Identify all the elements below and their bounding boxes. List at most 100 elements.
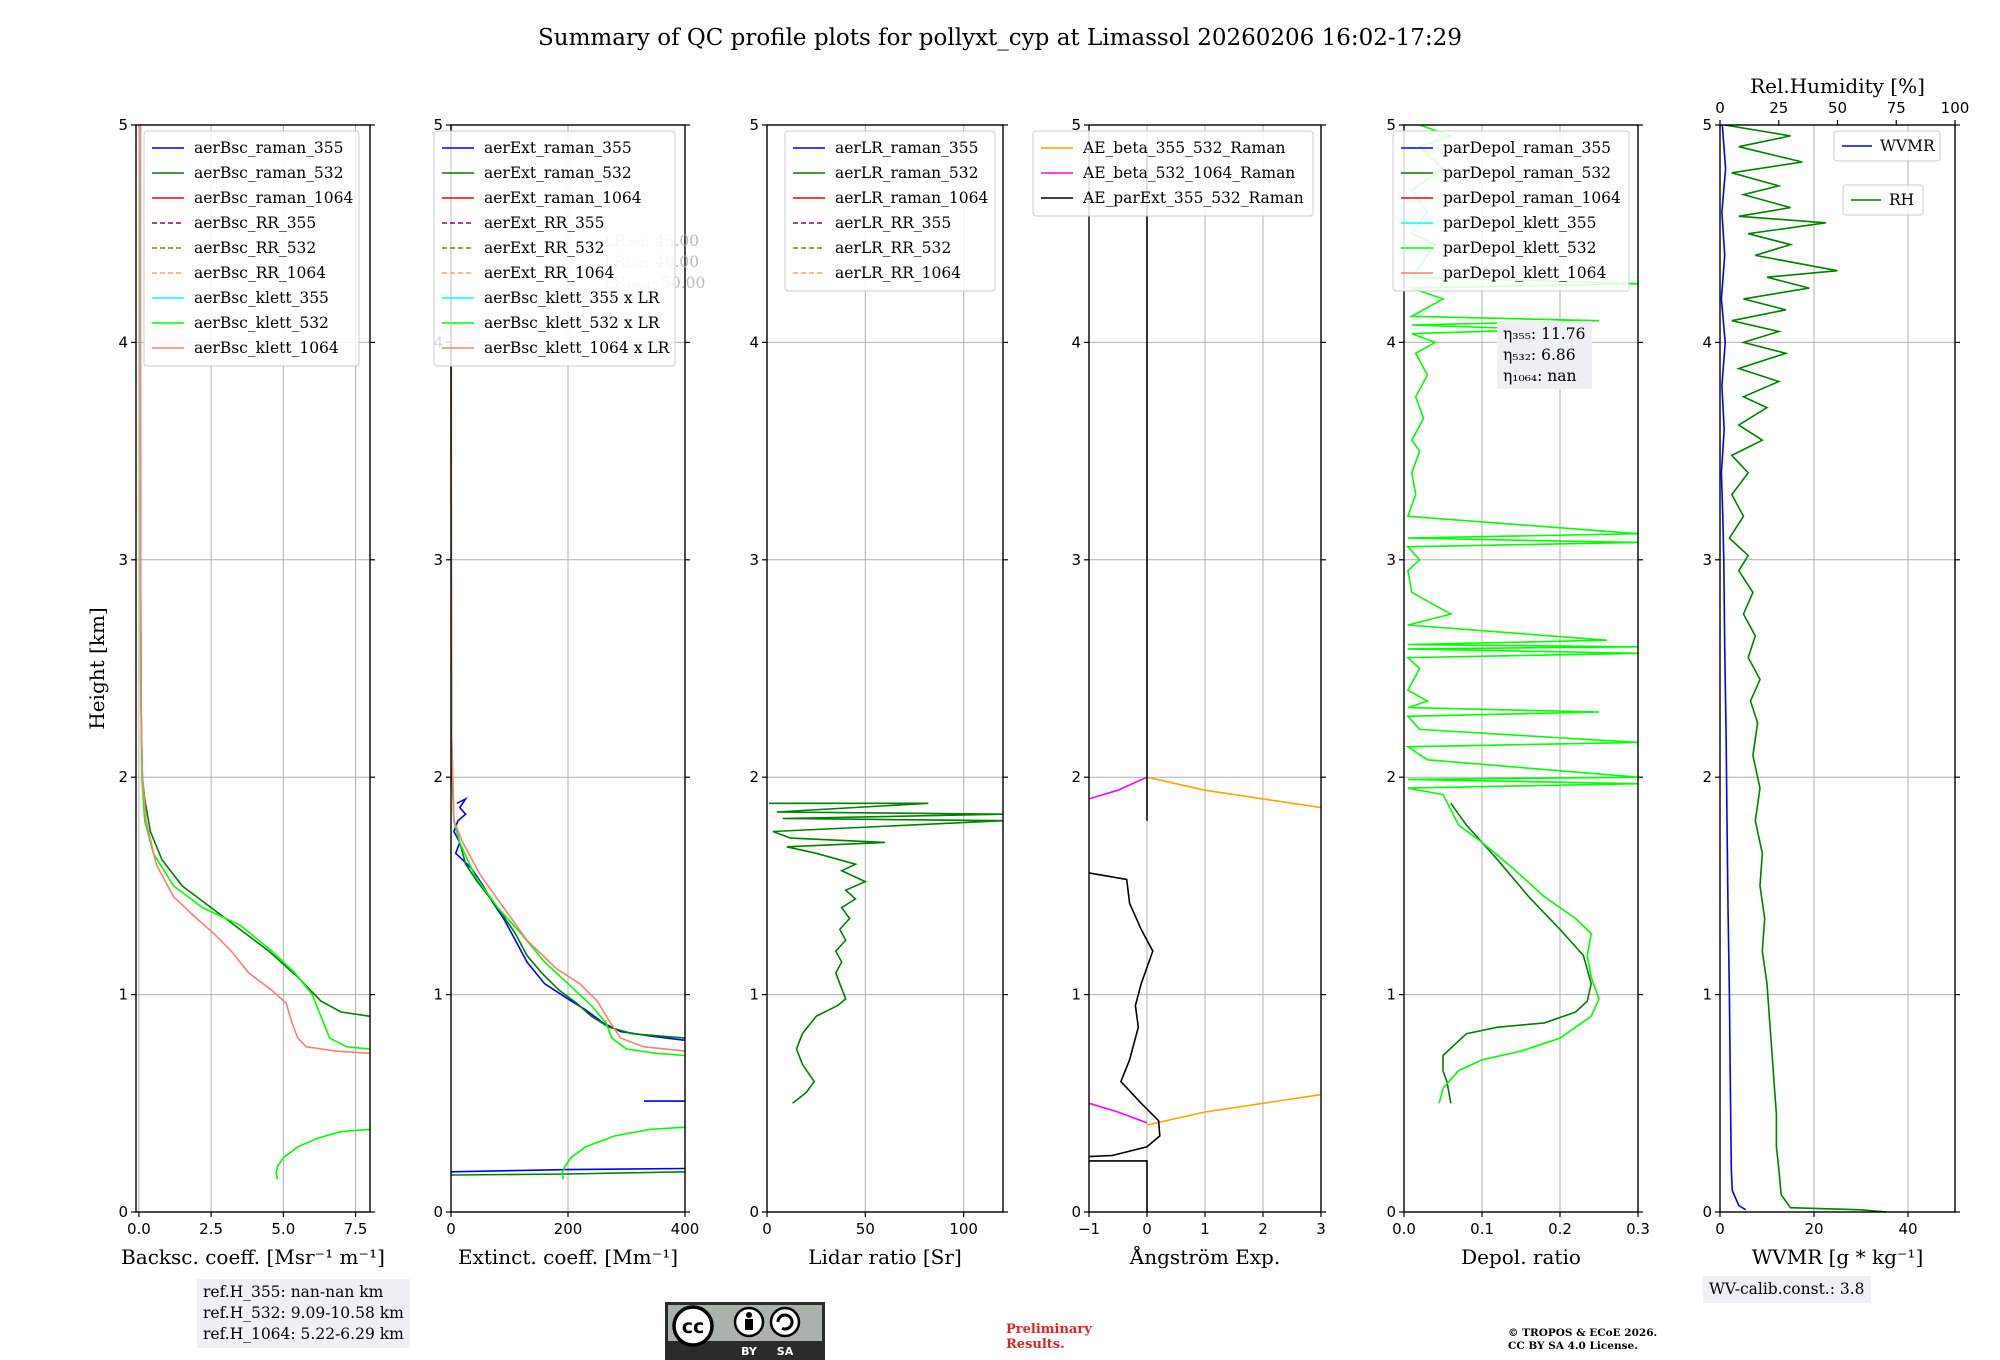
series-line-aerExt_raman_532 [451, 777, 686, 1039]
y-tick-label: 5 [1386, 116, 1396, 134]
legend-box [433, 130, 676, 367]
x-tick-label: 0.0 [1392, 1220, 1416, 1238]
legend-label: aerExt_RR_1064 [484, 264, 615, 282]
annotation-text: η₅₃₂: 6.86 [1503, 346, 1576, 364]
y-tick-label: 1 [433, 986, 443, 1004]
series-line-aerExt_raman_355 [453, 796, 686, 1042]
y-tick-label: 0 [749, 1203, 759, 1221]
legend-label: aerLR_raman_532 [835, 164, 978, 182]
copyright-line-2: CC BY SA 4.0 License. [1508, 1340, 1638, 1352]
x-top-tick-label: 75 [1887, 99, 1906, 117]
x-tick-label: 100 [949, 1220, 978, 1238]
series-line-RH [1724, 124, 1887, 1213]
legend-label: aerLR_RR_532 [835, 239, 951, 257]
series-line-WVMR [1720, 124, 1747, 1211]
preliminary-line-1: Preliminary [1006, 1322, 1092, 1337]
y-tick-label: 5 [1702, 116, 1712, 134]
ref-height-355: ref.H_355: nan-nan km [203, 1283, 384, 1301]
y-tick-label: 4 [749, 333, 759, 351]
panels: 0 1 2 3 4 5 0.0 2.5 5.0 7.5 Backsc. coeff. [Msr⁻¹ … [85, 74, 1969, 1269]
legend-label: AE_parExt_355_532_Raman [1082, 189, 1304, 207]
y-tick-label: 2 [749, 768, 759, 786]
legend-label: parDepol_klett_355 [1443, 214, 1596, 232]
series-line-AE_beta_355_532_Raman [1146, 776, 1322, 809]
series-line-extra-4 [1088, 1102, 1148, 1124]
y-tick-label: 5 [749, 116, 759, 134]
y-tick-label: 3 [1702, 551, 1712, 569]
y-tick-label: 1 [118, 986, 128, 1004]
series-line-extra-9 [275, 1128, 371, 1180]
x-tick-label: 2.5 [199, 1220, 223, 1238]
share-alike-icon [769, 1306, 801, 1338]
y-tick-label: 3 [433, 551, 443, 569]
y-tick-label: 2 [433, 768, 443, 786]
x-top-tick-label: 0 [1715, 99, 1725, 117]
y-tick-label: 4 [1071, 333, 1081, 351]
y-axis-label: Height [km] [85, 607, 109, 729]
y-tick-label: 3 [749, 551, 759, 569]
copyright-note: © TROPOS & ECoE 2026. CC BY SA 4.0 Licen… [1508, 1327, 1657, 1353]
series-line-extra-10 [450, 1171, 686, 1176]
x-tick-label: 0.1 [1470, 1220, 1494, 1238]
panel-ext: 0123450200400Extinct. coeff. [Mm⁻¹]LR₃₅₅… [433, 116, 705, 1269]
y-tick-label: 2 [1702, 768, 1712, 786]
cc-by-sa-license-badge: cc BY SA [665, 1302, 825, 1360]
y-tick-label: 3 [1386, 551, 1396, 569]
y-tick-label: 5 [118, 116, 128, 134]
legend-box [1392, 130, 1630, 292]
x-axis-label: WVMR [g * kg⁻¹] [1752, 1245, 1924, 1269]
x-top-tick-label: 100 [1941, 99, 1970, 117]
badge-by-label: BY [741, 1345, 758, 1358]
panel-depol: 0 1 2 3 4 5 0.0 0.1 0.2 0.3 Depol. ratio η₃₅₅: 11.7… [1386, 116, 1649, 1269]
legend-label: AE_beta_355_532_Raman [1082, 139, 1285, 157]
legend-label: aerBsc_klett_355 [194, 289, 329, 307]
axes-frame [1403, 124, 1639, 1213]
x-tick-label: 200 [554, 1220, 583, 1238]
y-tick-label: 1 [749, 986, 759, 1004]
legend-label: aerBsc_klett_532 x LR [484, 314, 661, 332]
x-tick-label: −1 [1078, 1220, 1100, 1238]
y-tick-label: 1 [1702, 986, 1712, 1004]
x-top-axis-label: Rel.Humidity [%] [1750, 74, 1925, 98]
x-tick-label: 0 [1715, 1220, 1725, 1238]
y-tick-label: 0 [433, 1203, 443, 1221]
badge-sa-label: SA [777, 1345, 794, 1358]
y-tick-label: 5 [1071, 116, 1081, 134]
legend-label: aerExt_RR_355 [484, 214, 605, 232]
y-tick-label: 3 [118, 551, 128, 569]
legend-label: aerBsc_raman_355 [194, 139, 344, 157]
series-line-aerLR_raman_532 [769, 802, 1004, 1104]
x-tick-label: 0.3 [1626, 1220, 1650, 1238]
legend-box [1032, 130, 1314, 217]
preliminary-line-2: Results. [1006, 1337, 1065, 1352]
y-tick-label: 0 [118, 1203, 128, 1221]
y-tick-label: 2 [1071, 768, 1081, 786]
eta-box [1497, 321, 1592, 389]
y-tick-label: 4 [118, 333, 128, 351]
x-tick-label: 3 [1316, 1220, 1326, 1238]
x-axis-label: Extinct. coeff. [Mm⁻¹] [458, 1245, 678, 1269]
legend-label: aerBsc_klett_532 [194, 314, 329, 332]
legend-label: parDepol_klett_1064 [1443, 264, 1606, 282]
cc-logo-text: cc [682, 1316, 705, 1338]
y-tick-label: 0 [1702, 1203, 1712, 1221]
legend-box [1833, 130, 1941, 162]
legend-box [143, 130, 360, 367]
wv-calibration-box: WV-calib.const.: 3.8 [1703, 1276, 1871, 1303]
x-tick-label: 7.5 [344, 1220, 368, 1238]
legend-label: aerExt_raman_532 [484, 164, 632, 182]
legend-label: parDepol_raman_355 [1443, 139, 1611, 157]
y-tick-label: 1 [1386, 986, 1396, 1004]
x-tick-label: 50 [856, 1220, 875, 1238]
y-tick-label: 2 [1386, 768, 1396, 786]
copyright-line-1: © TROPOS & ECoE 2026. [1508, 1327, 1658, 1339]
x-tick-label: 0 [762, 1220, 772, 1238]
x-tick-label: 20 [1804, 1220, 1823, 1238]
x-tick-label: 0.2 [1548, 1220, 1572, 1238]
axes-frame [135, 124, 371, 1213]
series-line-parDepol_raman_532 [1442, 802, 1593, 1104]
ref-height-1064: ref.H_1064: 5.22-6.29 km [203, 1325, 404, 1343]
series-line-parDepol_klett_532 [1405, 124, 1639, 1104]
